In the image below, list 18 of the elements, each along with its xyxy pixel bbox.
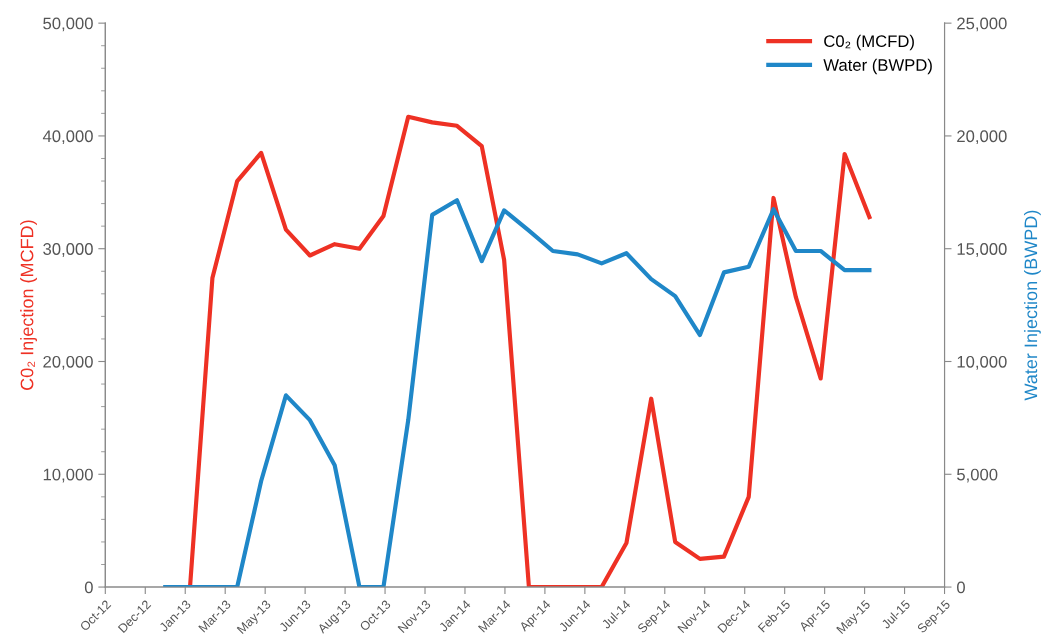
y2-tick-label: 25,000 xyxy=(957,17,1007,32)
y2-tick-label: 20,000 xyxy=(957,130,1007,145)
y2-tick-label: 15,000 xyxy=(957,243,1007,257)
y2-tick-label: 5,000 xyxy=(957,468,998,483)
y2-axis-title: Water Injection (BWPD) xyxy=(1023,210,1041,401)
y2-tick-label: 10,000 xyxy=(957,355,1007,370)
y-tick-label: 0 xyxy=(84,581,93,594)
y-tick-label: 20,000 xyxy=(43,355,93,370)
y-tick-label: 40,000 xyxy=(42,130,93,145)
legend-label: C0₂ (MCFD) xyxy=(824,34,914,51)
y-tick-label: 30,000 xyxy=(43,243,93,257)
y-tick-label: 50,000 xyxy=(43,17,93,32)
y2-tick-label: 0 xyxy=(957,581,965,594)
line-series xyxy=(187,114,872,588)
y-tick-label: 10,000 xyxy=(43,468,93,483)
legend-label: Water (BWPD) xyxy=(823,58,932,75)
line-series xyxy=(163,198,872,588)
y-axis-title: C0₂ Injection (MCFD) xyxy=(20,220,37,390)
